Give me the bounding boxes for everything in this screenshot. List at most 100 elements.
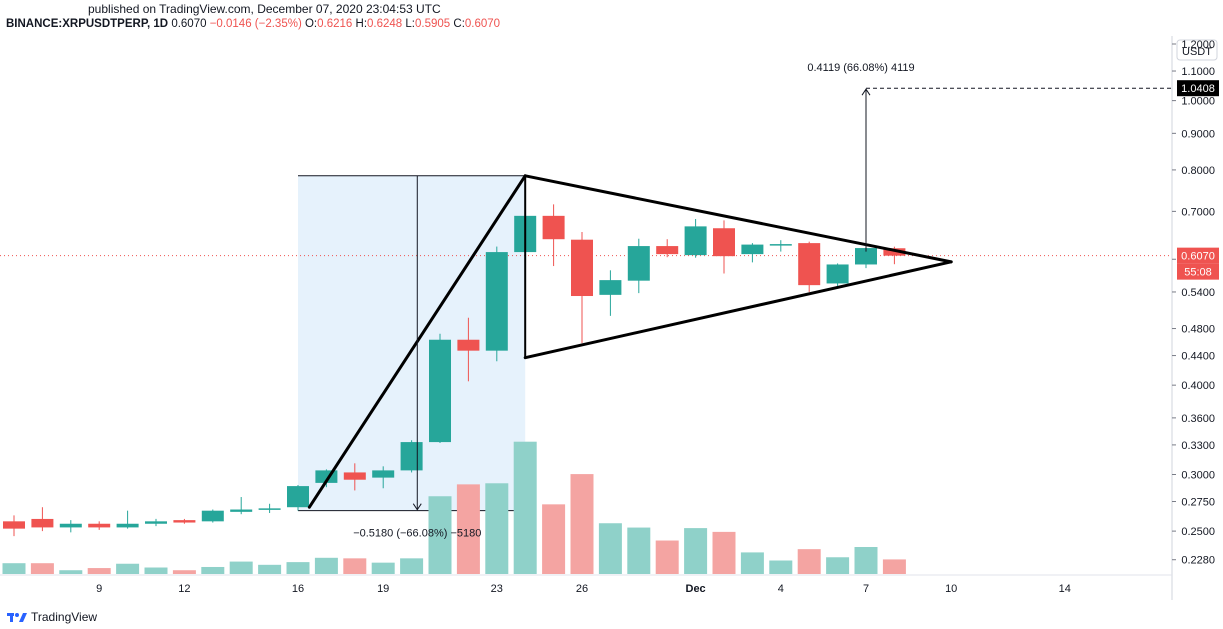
y-tick-label: 0.9000 xyxy=(1181,128,1215,140)
volume-bar xyxy=(740,552,764,574)
y-tick-label: 0.2280 xyxy=(1181,555,1215,567)
x-tick-label: 7 xyxy=(863,583,869,595)
candle-body xyxy=(485,252,508,351)
volume-bar xyxy=(59,570,83,574)
candle-body xyxy=(684,226,707,256)
volume-bar xyxy=(286,562,310,574)
open-value: 0.6216 xyxy=(317,18,353,30)
x-tick-label: 23 xyxy=(491,583,503,595)
volume-bar xyxy=(201,566,225,574)
volume-bar xyxy=(87,568,111,574)
close-label: C: xyxy=(453,18,465,30)
target-price-tag: 1.0408 xyxy=(1181,83,1215,95)
x-tick-label: 26 xyxy=(576,583,588,595)
y-tick-label: 1.1000 xyxy=(1181,66,1215,78)
y-tick-label: 0.2750 xyxy=(1181,497,1215,509)
x-tick-label: 19 xyxy=(377,583,389,595)
y-tick-label: 0.4400 xyxy=(1181,351,1215,363)
last-price-tag: 0.6070 xyxy=(1181,251,1215,263)
x-tick-label: 4 xyxy=(778,583,784,595)
volume-bar xyxy=(570,474,594,574)
candle-body xyxy=(627,246,650,281)
high-label: H: xyxy=(355,18,368,30)
tradingview-logo-icon xyxy=(7,613,27,622)
high-value: 0.6248 xyxy=(367,18,403,30)
y-tick-label: 0.4000 xyxy=(1181,380,1215,392)
y-tick-label: 1.0000 xyxy=(1181,96,1215,108)
y-tick-label: 0.3000 xyxy=(1181,469,1215,481)
published-caption: published on TradingView.com, December 0… xyxy=(88,2,441,16)
y-tick-label: 0.4800 xyxy=(1181,324,1215,336)
candle-body xyxy=(400,442,423,471)
y-tick-label: 0.5400 xyxy=(1181,287,1215,299)
currency-badge xyxy=(1176,39,1218,61)
volume-bar xyxy=(172,570,196,574)
y-tick-label: 0.8000 xyxy=(1181,165,1215,177)
open-label: O: xyxy=(304,18,318,30)
candle-body xyxy=(343,472,366,480)
y-tick-label: 0.3600 xyxy=(1181,413,1215,425)
countdown-tag: 55:08 xyxy=(1184,267,1212,279)
x-tick-label: Dec xyxy=(686,583,706,595)
candle-body xyxy=(571,239,593,297)
candle-body xyxy=(3,521,25,529)
low-value: 0.5905 xyxy=(415,18,451,30)
volume-layer xyxy=(2,441,906,574)
candle-body xyxy=(826,264,849,284)
candle-body xyxy=(883,248,906,256)
target-arrowhead xyxy=(861,88,871,96)
x-tick-label: 12 xyxy=(178,583,190,595)
symbol-label: BINANCE:XRPUSDTPERP, 1D xyxy=(6,18,169,30)
candle-body xyxy=(31,518,54,528)
volume-bar xyxy=(258,564,282,574)
candle-body xyxy=(145,521,167,524)
candle-body xyxy=(457,339,480,351)
volume-bar xyxy=(769,560,793,574)
volume-bar xyxy=(343,558,367,574)
candle-body xyxy=(713,228,735,257)
volume-bar xyxy=(684,528,708,574)
volume-bar xyxy=(400,558,424,574)
candle-body xyxy=(798,243,821,286)
low-label: L: xyxy=(405,18,415,30)
y-tick-label: 0.2500 xyxy=(1181,526,1215,538)
candle-body xyxy=(116,523,139,528)
target-measure-label: 0.4119 (66.08%) 4119 xyxy=(807,62,914,74)
candle-body xyxy=(59,523,82,528)
pole-measure-label: −0.5180 (−66.08%) −5180 xyxy=(353,528,481,540)
currency-label: USDT xyxy=(1182,46,1212,58)
candle-body xyxy=(230,509,253,512)
volume-bar xyxy=(542,504,566,574)
volume-bar xyxy=(2,563,26,574)
x-tick-label: 14 xyxy=(1059,583,1071,595)
y-tick-label: 0.7000 xyxy=(1181,206,1215,218)
candle-body xyxy=(258,508,281,510)
volume-bar xyxy=(598,523,622,574)
volume-bar xyxy=(826,557,850,574)
price-value: 0.6070 xyxy=(171,18,207,30)
change-value: −0.0146 (−2.35%) xyxy=(209,18,302,30)
candle-body xyxy=(741,244,764,255)
last-price-tag-box xyxy=(1177,247,1219,264)
x-tick-label: 9 xyxy=(96,583,102,595)
drawings-layer: −0.5180 (−66.08%) −5180 0.4119 (66.08%) 4… xyxy=(307,62,1172,540)
volume-bar xyxy=(513,441,537,574)
volume-bar xyxy=(854,547,878,574)
volume-bar xyxy=(144,567,168,574)
candle-body xyxy=(656,246,679,255)
pole-measure-arrowhead xyxy=(412,503,422,511)
tradingview-logo[interactable]: TradingView xyxy=(7,610,97,624)
volume-bar xyxy=(456,484,480,574)
volume-bar xyxy=(30,563,54,574)
volume-bar xyxy=(371,562,395,574)
candle-body xyxy=(88,523,111,528)
candle-body xyxy=(372,470,395,478)
candle-body xyxy=(855,248,877,265)
ohlc-legend: BINANCE:XRPUSDTPERP, 1D 0.6070 −0.0146 (… xyxy=(6,18,500,30)
volume-bar xyxy=(797,549,821,574)
volume-bar xyxy=(116,563,140,574)
x-tick-label: 16 xyxy=(292,583,304,595)
volume-bar xyxy=(882,559,906,574)
volume-bar xyxy=(655,540,679,574)
